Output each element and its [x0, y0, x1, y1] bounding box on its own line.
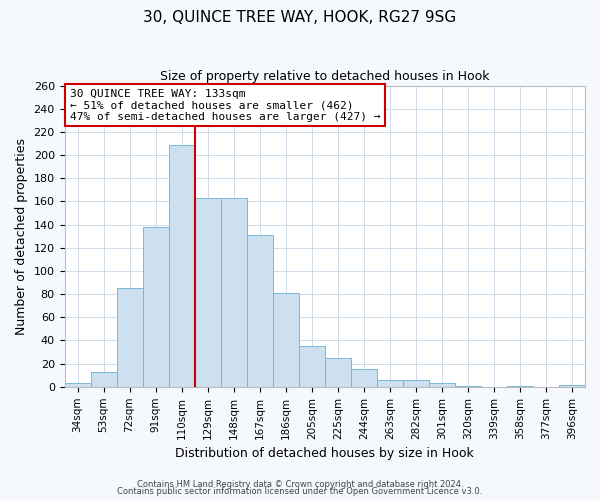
Bar: [221, 198, 247, 387]
Bar: [91, 372, 116, 387]
Y-axis label: Number of detached properties: Number of detached properties: [15, 138, 28, 334]
Bar: [194, 198, 221, 387]
Text: 30 QUINCE TREE WAY: 133sqm
← 51% of detached houses are smaller (462)
47% of sem: 30 QUINCE TREE WAY: 133sqm ← 51% of deta…: [70, 88, 380, 122]
Bar: [351, 370, 377, 387]
Bar: [559, 384, 585, 387]
Text: Contains public sector information licensed under the Open Government Licence v3: Contains public sector information licen…: [118, 488, 482, 496]
Bar: [455, 386, 481, 387]
Bar: [403, 380, 429, 387]
Bar: [299, 346, 325, 387]
Title: Size of property relative to detached houses in Hook: Size of property relative to detached ho…: [160, 70, 490, 83]
Bar: [377, 380, 403, 387]
Bar: [507, 386, 533, 387]
X-axis label: Distribution of detached houses by size in Hook: Distribution of detached houses by size …: [175, 447, 474, 460]
Bar: [273, 293, 299, 387]
Bar: [65, 384, 91, 387]
Bar: [429, 384, 455, 387]
Bar: [325, 358, 351, 387]
Bar: [143, 227, 169, 387]
Text: 30, QUINCE TREE WAY, HOOK, RG27 9SG: 30, QUINCE TREE WAY, HOOK, RG27 9SG: [143, 10, 457, 25]
Text: Contains HM Land Registry data © Crown copyright and database right 2024.: Contains HM Land Registry data © Crown c…: [137, 480, 463, 489]
Bar: [247, 235, 273, 387]
Bar: [116, 288, 143, 387]
Bar: [169, 144, 194, 387]
